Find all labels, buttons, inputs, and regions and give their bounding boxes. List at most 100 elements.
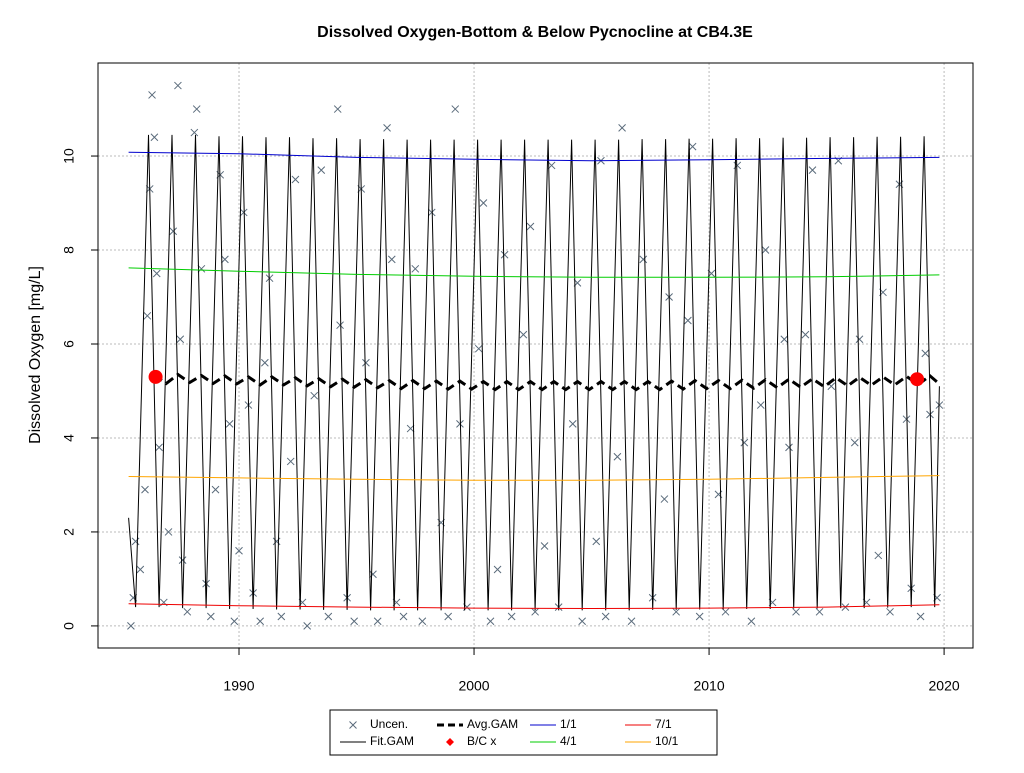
uncen-point: [540, 542, 549, 550]
legend-label: Uncen.: [370, 717, 408, 731]
x-tick-label: 2000: [458, 678, 489, 694]
uncen-point: [383, 123, 391, 132]
uncen-point: [164, 528, 173, 536]
uncen-point: [815, 607, 824, 616]
series-line: [128, 603, 940, 610]
uncen-point: [592, 537, 601, 546]
uncen-point: [500, 250, 509, 259]
y-tick-label: 4: [61, 434, 77, 442]
uncen-point: [303, 622, 312, 630]
uncen-point: [225, 420, 234, 428]
uncen-point: [369, 570, 377, 579]
uncen-point: [531, 607, 540, 616]
uncen-point: [627, 617, 636, 626]
y-tick-label: 0: [61, 622, 77, 630]
y-tick-label: 10: [61, 148, 77, 164]
uncen-point: [921, 349, 930, 358]
uncen-point: [886, 607, 894, 616]
uncen-point: [277, 612, 286, 621]
bc-point: [148, 369, 163, 384]
uncen-point: [568, 420, 577, 428]
uncen-point: [291, 175, 300, 184]
uncen-point: [519, 330, 528, 339]
uncen-point: [197, 264, 206, 273]
uncen-point: [183, 607, 192, 616]
uncen-point: [660, 495, 669, 503]
uncen-point: [474, 344, 483, 353]
uncen-point: [176, 335, 185, 344]
uncen-point: [317, 166, 326, 174]
uncen-point: [150, 133, 159, 142]
uncen-point: [747, 617, 756, 626]
uncen-point: [850, 438, 859, 447]
series-line: [153, 372, 941, 392]
uncen-point: [406, 424, 415, 433]
uncen-point: [230, 617, 239, 626]
uncen-point: [310, 391, 319, 400]
uncen-point: [688, 142, 697, 151]
series-line: [128, 475, 940, 481]
uncen-point: [761, 246, 770, 254]
uncen-point: [618, 123, 626, 132]
y-tick-label: 8: [61, 246, 77, 254]
legend-label: 10/1: [655, 734, 679, 748]
y-tick-label: 6: [61, 340, 77, 348]
uncen-point: [547, 161, 556, 170]
x-tick-label: 2020: [929, 678, 960, 694]
y-tick-label: 2: [61, 528, 77, 536]
legend-symbol: [349, 721, 357, 729]
uncen-point: [169, 227, 178, 236]
bc-point: [910, 372, 925, 387]
uncen-point: [143, 311, 152, 320]
uncen-point: [801, 330, 810, 339]
y-axis-label: Dissolved Oxygen [mg/L]: [27, 266, 44, 444]
uncen-point: [578, 617, 587, 626]
series-line: [128, 151, 940, 162]
uncen-point: [350, 617, 359, 626]
legend-label: B/C x: [467, 734, 496, 748]
legend-box: [329, 709, 718, 756]
uncen-point: [672, 607, 681, 616]
uncen-point: [411, 264, 420, 273]
uncen-point: [684, 316, 692, 325]
legend-label: 7/1: [655, 717, 672, 731]
uncen-point: [456, 420, 464, 428]
uncen-point: [136, 565, 145, 574]
uncen-point: [486, 617, 495, 626]
chart-title: Dissolved Oxygen-Bottom & Below Pycnocli…: [317, 24, 753, 41]
uncen-point: [479, 199, 488, 207]
uncen-point: [261, 358, 269, 367]
uncen-point: [202, 579, 210, 588]
x-tick-label: 1990: [223, 678, 254, 694]
uncen-point: [336, 321, 344, 330]
legend-label: 1/1: [560, 717, 577, 731]
uncen-point: [152, 269, 161, 278]
uncen-point: [855, 335, 864, 344]
uncen-point: [127, 622, 135, 630]
uncen-point: [444, 612, 453, 621]
uncen-point: [756, 401, 765, 409]
uncen-point: [387, 255, 396, 264]
uncen-point: [808, 166, 817, 174]
uncen-point: [695, 612, 704, 621]
uncen-point: [174, 81, 182, 90]
uncen-point: [362, 358, 370, 367]
legend-label: Fit.GAM: [370, 734, 414, 748]
uncen-point: [131, 537, 140, 546]
uncen-point: [178, 556, 187, 564]
series-line: [128, 267, 940, 278]
legend-symbol: [446, 738, 454, 746]
uncen-point: [256, 617, 265, 626]
series-line: [128, 134, 940, 611]
uncen-point: [874, 551, 883, 560]
uncen-point: [792, 607, 800, 616]
uncen-point: [601, 612, 610, 621]
uncen-point: [418, 617, 427, 626]
uncen-point: [333, 105, 342, 113]
uncen-point: [324, 612, 333, 621]
uncen-point: [221, 255, 229, 264]
uncen-point: [507, 612, 516, 621]
plot-frame: [97, 62, 974, 649]
